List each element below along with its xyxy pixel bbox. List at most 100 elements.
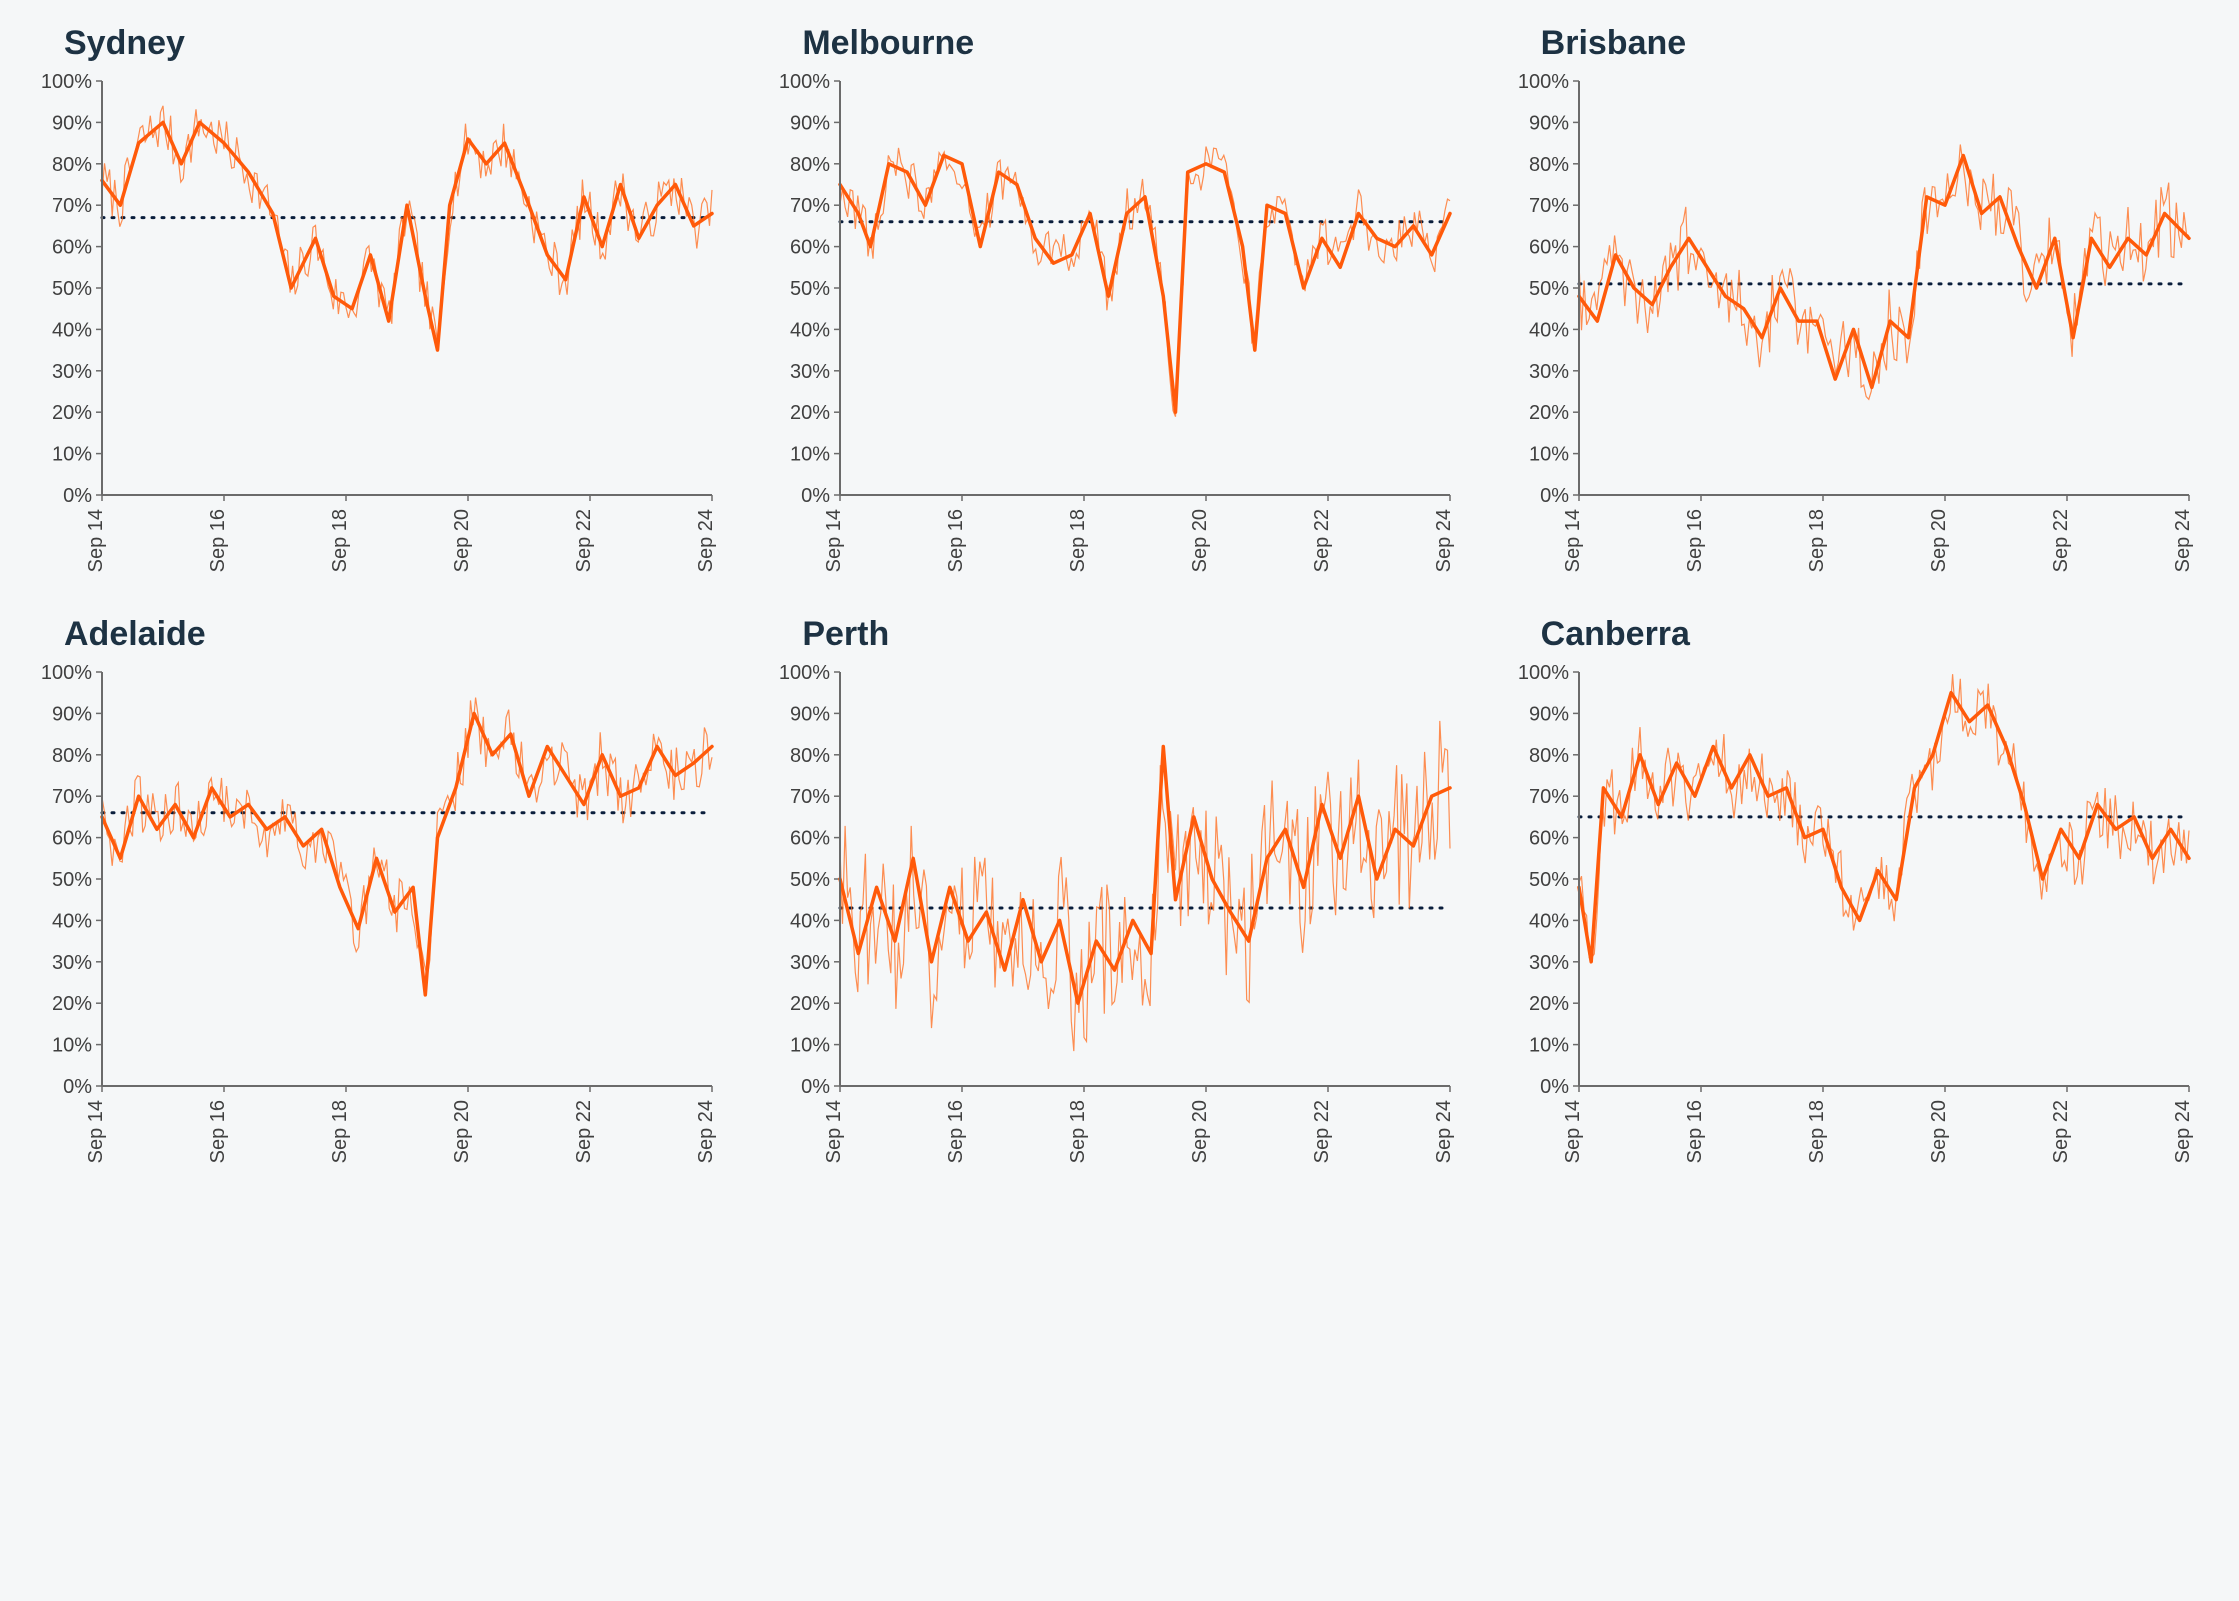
y-tick-label: 40% [52,910,92,932]
y-tick-label: 0% [1540,485,1569,507]
x-tick-label: Sep 22 [1311,509,1333,572]
chart-panel: Melbourne0%10%20%30%40%50%60%70%80%90%10… [762,24,1476,591]
chart-panel: Sydney0%10%20%30%40%50%60%70%80%90%100%S… [24,24,738,591]
x-tick-label: Sep 20 [451,1100,473,1163]
x-tick-label: Sep 18 [329,509,351,572]
x-tick-label: Sep 24 [695,509,717,572]
y-tick-label: 100% [779,662,830,684]
x-tick-label: Sep 22 [2050,1100,2072,1163]
y-tick-label: 20% [1529,402,1569,424]
y-tick-label: 90% [790,112,830,134]
series-thick [102,713,712,995]
x-tick-label: Sep 22 [573,1100,595,1163]
y-tick-label: 60% [1529,237,1569,259]
y-tick-label: 90% [1529,703,1569,725]
chart-panel: Brisbane0%10%20%30%40%50%60%70%80%90%100… [1501,24,2215,591]
y-tick-label: 90% [52,703,92,725]
chart-panel: Canberra0%10%20%30%40%50%60%70%80%90%100… [1501,615,2215,1182]
y-tick-label: 30% [52,952,92,974]
y-tick-label: 20% [1529,993,1569,1015]
x-tick-label: Sep 16 [1684,1100,1706,1163]
x-tick-label: Sep 14 [85,1100,107,1163]
y-tick-label: 0% [1540,1076,1569,1098]
chart-svg: 0%10%20%30%40%50%60%70%80%90%100%Sep 14S… [24,662,724,1182]
x-tick-label: Sep 20 [1189,1100,1211,1163]
chart-svg: 0%10%20%30%40%50%60%70%80%90%100%Sep 14S… [762,662,1462,1182]
y-tick-label: 100% [779,71,830,93]
y-tick-label: 70% [52,195,92,217]
y-tick-label: 50% [790,869,830,891]
y-tick-label: 10% [790,1035,830,1057]
chart-panel: Adelaide0%10%20%30%40%50%60%70%80%90%100… [24,615,738,1182]
y-tick-label: 70% [790,786,830,808]
y-tick-label: 50% [1529,278,1569,300]
x-tick-label: Sep 18 [329,1100,351,1163]
y-tick-label: 80% [1529,745,1569,767]
y-tick-label: 80% [52,745,92,767]
y-tick-label: 80% [790,745,830,767]
y-tick-label: 10% [52,1035,92,1057]
x-tick-label: Sep 16 [945,1100,967,1163]
y-tick-label: 70% [1529,786,1569,808]
y-tick-label: 50% [790,278,830,300]
x-tick-label: Sep 24 [1433,1100,1455,1163]
y-tick-label: 60% [790,237,830,259]
y-tick-label: 40% [1529,910,1569,932]
x-tick-label: Sep 18 [1806,509,1828,572]
x-tick-label: Sep 24 [695,1100,717,1163]
x-tick-label: Sep 20 [1928,509,1950,572]
x-tick-label: Sep 14 [85,509,107,572]
y-tick-label: 70% [790,195,830,217]
x-tick-label: Sep 24 [2172,1100,2194,1163]
y-tick-label: 100% [41,71,92,93]
chart-title: Adelaide [64,615,738,654]
chart-title: Sydney [64,24,738,63]
y-tick-label: 100% [1518,662,1569,684]
y-tick-label: 0% [63,1076,92,1098]
x-tick-label: Sep 20 [1928,1100,1950,1163]
x-tick-label: Sep 22 [573,509,595,572]
chart-svg: 0%10%20%30%40%50%60%70%80%90%100%Sep 14S… [1501,662,2201,1182]
y-tick-label: 30% [790,361,830,383]
chart-panel: Perth0%10%20%30%40%50%60%70%80%90%100%Se… [762,615,1476,1182]
x-tick-label: Sep 18 [1067,509,1089,572]
x-tick-label: Sep 24 [2172,509,2194,572]
x-tick-label: Sep 20 [1189,509,1211,572]
y-tick-label: 80% [1529,154,1569,176]
x-tick-label: Sep 16 [945,509,967,572]
y-tick-label: 50% [52,278,92,300]
y-tick-label: 0% [801,1076,830,1098]
series-thin [1579,145,2189,400]
series-thin [840,721,1450,1051]
y-tick-label: 40% [1529,319,1569,341]
y-tick-label: 60% [52,237,92,259]
y-tick-label: 70% [52,786,92,808]
chart-svg: 0%10%20%30%40%50%60%70%80%90%100%Sep 14S… [762,71,1462,591]
y-tick-label: 10% [52,444,92,466]
chart-grid: Sydney 0% 10% 20% 30% 40% 50% 60% 70% 80% 90% 100% S… [0,0,2239,1206]
y-tick-label: 20% [52,402,92,424]
chart-title: Perth [802,615,1476,654]
y-tick-label: 60% [1529,828,1569,850]
series-thick [1579,693,2189,962]
y-tick-label: 50% [52,869,92,891]
y-tick-label: 40% [790,319,830,341]
y-tick-label: 30% [1529,361,1569,383]
y-tick-label: 30% [52,361,92,383]
chart-svg: 0%10%20%30%40%50%60%70%80%90%100%Sep 14S… [1501,71,2201,591]
y-tick-label: 20% [52,993,92,1015]
series-thick [102,122,712,350]
y-tick-label: 50% [1529,869,1569,891]
y-tick-label: 10% [1529,1035,1569,1057]
y-tick-label: 10% [790,444,830,466]
y-tick-label: 30% [790,952,830,974]
chart-svg: 0%10%20%30%40%50%60%70%80%90%100%Sep 14S… [24,71,724,591]
y-tick-label: 60% [52,828,92,850]
y-tick-label: 80% [790,154,830,176]
x-tick-label: Sep 16 [207,509,229,572]
x-tick-label: Sep 14 [1562,1100,1584,1163]
x-tick-label: Sep 18 [1067,1100,1089,1163]
y-tick-label: 90% [52,112,92,134]
chart-title: Brisbane [1541,24,2215,63]
y-tick-label: 100% [1518,71,1569,93]
